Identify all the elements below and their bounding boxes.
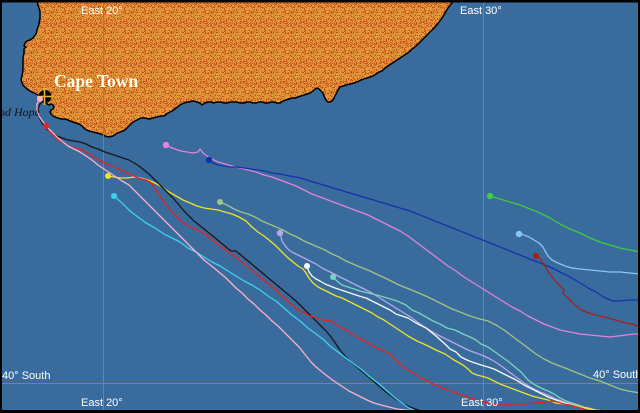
svg-text:od Hope: od Hope: [0, 105, 41, 119]
svg-text:East 30°: East 30°: [461, 397, 503, 409]
svg-text:East 20°: East 20°: [81, 397, 123, 409]
svg-text:East 20°: East 20°: [81, 5, 123, 17]
svg-text:East 30°: East 30°: [460, 5, 502, 17]
svg-text:40° South: 40° South: [593, 369, 640, 381]
svg-text:Cape Town: Cape Town: [54, 71, 138, 91]
svg-text:40° South: 40° South: [2, 370, 50, 382]
